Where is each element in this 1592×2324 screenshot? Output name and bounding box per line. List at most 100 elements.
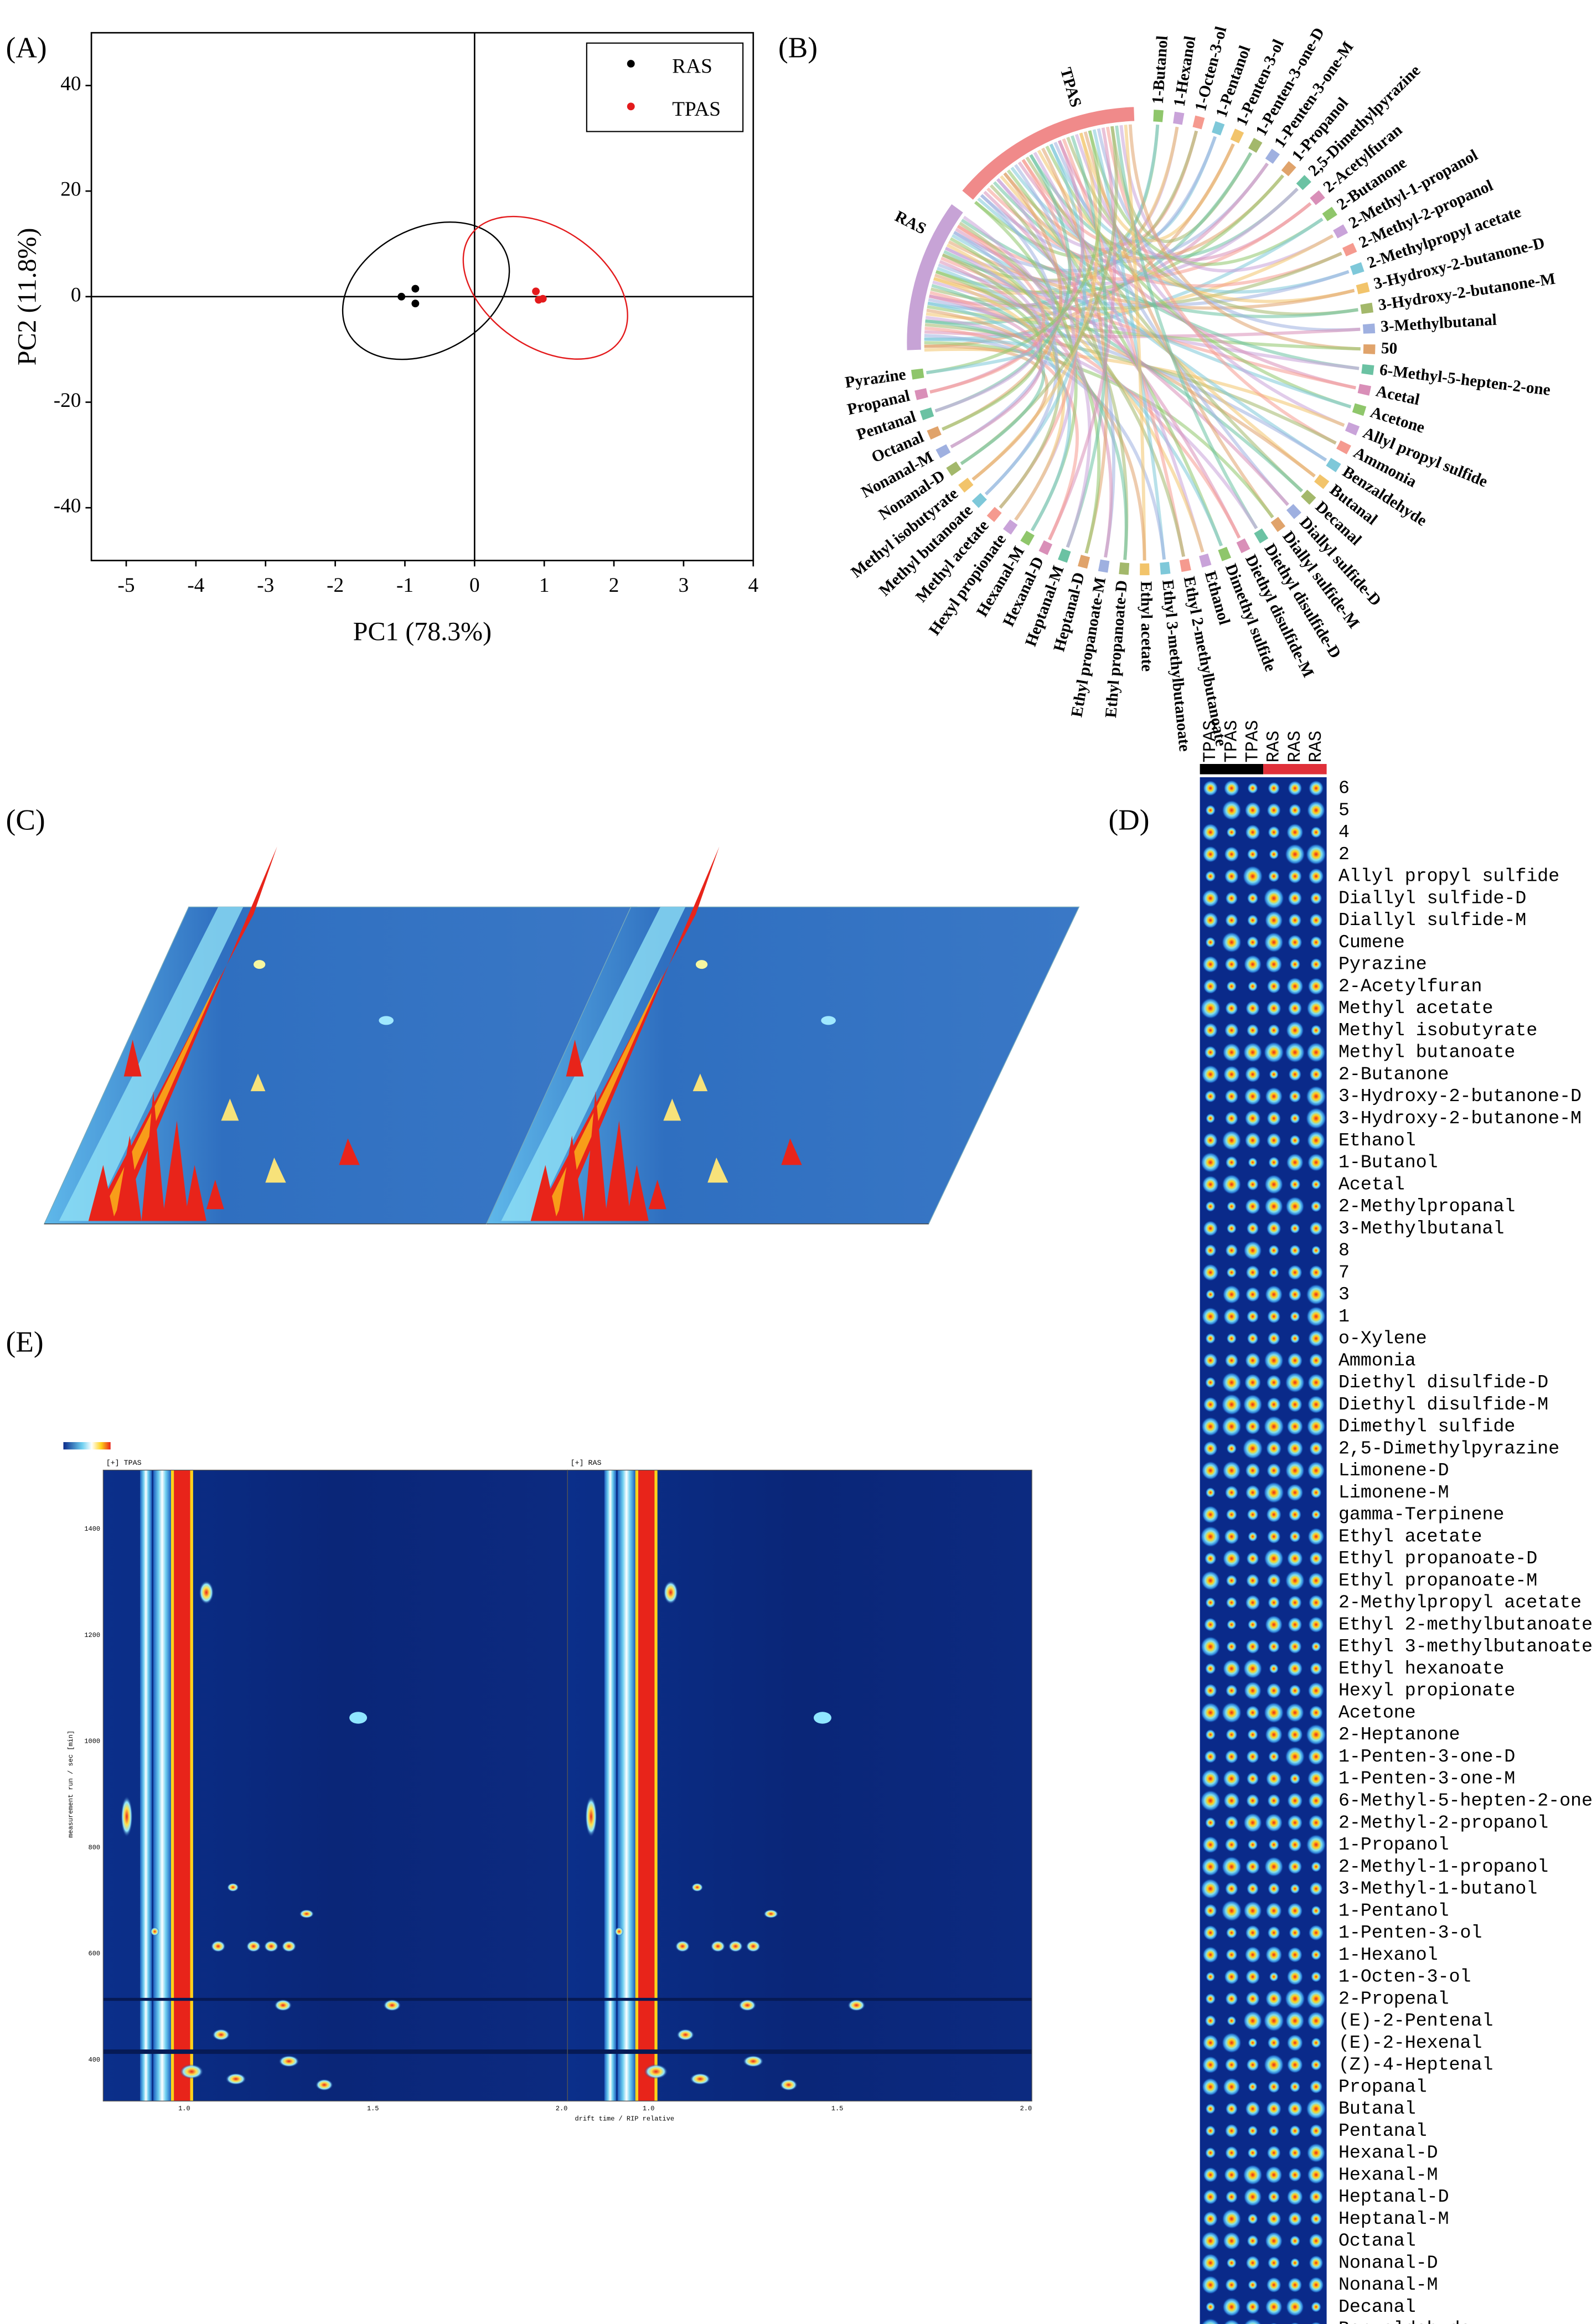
heatmap-cell <box>1286 1792 1303 1809</box>
heatmap-cell <box>1265 2166 1283 2184</box>
heatmap-cell <box>1308 1594 1324 1611</box>
heatmap-cell <box>1263 887 1285 910</box>
heatmap-cell <box>1223 1065 1240 1083</box>
heatmap-cell <box>1289 2125 1301 2137</box>
heatmap-cell <box>1204 1090 1217 1103</box>
heatmap-cell <box>1307 1682 1325 1700</box>
chord <box>1048 127 1117 541</box>
heatmap-cell <box>1226 1223 1237 1234</box>
column-label: RAS <box>1306 731 1326 763</box>
heatmap-cell <box>1290 1333 1300 1344</box>
label-arc <box>935 444 951 458</box>
chord <box>1092 129 1166 560</box>
x-tick-label: 0 <box>469 574 480 597</box>
heatmap-cell <box>1246 1024 1259 1037</box>
heatmap-cell <box>1222 2077 1240 2096</box>
heatmap-cell <box>1288 1089 1301 1103</box>
heatmap-cell <box>1245 1859 1260 1874</box>
heatmap-cell <box>1311 1641 1321 1652</box>
row-label: 2-Methyl-2-propanol <box>1338 1812 1548 1833</box>
chord <box>924 337 1036 375</box>
heatmap-cell <box>1264 1856 1284 1877</box>
heatmap-cell <box>1309 2255 1324 2271</box>
heatmap-cell <box>1309 1551 1324 1566</box>
heatmap-cell <box>1290 2322 1300 2324</box>
row-label: Pentanal <box>1338 2120 1427 2141</box>
heatmap-cell <box>1286 823 1304 841</box>
heatmap-cell <box>1310 936 1322 949</box>
heatmap-cell <box>1306 2098 1327 2120</box>
heatmap-cell <box>1203 1683 1217 1698</box>
heatmap-cell <box>1289 1684 1301 1697</box>
heatmap-cell <box>1309 2189 1324 2205</box>
y-tick-label: 1200 <box>84 1631 100 1639</box>
heatmap-cell <box>1247 2234 1259 2248</box>
label-arc <box>1119 562 1130 575</box>
label-arc <box>1360 302 1374 314</box>
row-label: Decanal <box>1338 2296 1416 2317</box>
y-tick-label: 0 <box>71 283 81 306</box>
heatmap-cell <box>1226 1728 1238 1741</box>
heatmap-cell <box>1306 801 1326 820</box>
chord <box>1105 126 1337 445</box>
row-label: Ethyl 2-methylbutanoate <box>1338 1614 1592 1635</box>
heatmap-cell <box>1200 1636 1221 1657</box>
label-arc <box>1179 558 1191 572</box>
heatmap-cell <box>1289 1244 1301 1257</box>
chord <box>1000 175 1316 478</box>
heatmap-cell <box>1247 1178 1259 1191</box>
column-label: TPAS <box>1221 720 1242 763</box>
chord <box>1053 142 1289 506</box>
row-label: 2-Butanone <box>1338 1063 1449 1084</box>
heatmap-cell <box>1245 824 1260 840</box>
row-label: Octanal <box>1338 2230 1416 2251</box>
heatmap-cell <box>1204 1046 1217 1059</box>
row-label: gamma-Terpinene <box>1338 1504 1504 1525</box>
heatmap-cell <box>1244 1198 1261 1215</box>
heatmap-cell <box>1290 1223 1300 1234</box>
chord <box>1017 161 1356 390</box>
heatmap-cell <box>1245 1991 1260 2007</box>
heatmap-cell <box>1310 1200 1322 1212</box>
heatmap-cell <box>1307 1330 1325 1347</box>
heatmap-cell <box>1286 2034 1304 2052</box>
row-label: 3-Methylbutanal <box>1338 1218 1504 1239</box>
heatmap-cell <box>1247 1508 1259 1521</box>
heatmap-cell <box>1310 2059 1322 2071</box>
point <box>539 295 547 303</box>
heatmap-cell <box>1267 1529 1281 1544</box>
heatmap-cell <box>1288 803 1301 817</box>
heatmap-cell <box>1309 2124 1323 2138</box>
row-label: Diethyl disulfide-D <box>1338 1372 1548 1393</box>
row-label: Diallyl sulfide-D <box>1338 887 1526 908</box>
row-label: 2 <box>1338 844 1350 865</box>
heatmap-cell <box>1245 1462 1260 1479</box>
heatmap-cell <box>1244 1109 1261 1127</box>
heatmap-cell <box>1288 1595 1302 1610</box>
label-arc <box>1356 282 1370 295</box>
column-label: RAS <box>1285 731 1305 763</box>
heatmap-cell <box>1224 1001 1238 1015</box>
heatmap-cell <box>1287 1264 1302 1280</box>
label-arc <box>1357 384 1372 396</box>
spectrum-2d-tpas <box>102 1469 568 2101</box>
row-label: Ethyl propanoate-D <box>1338 1548 1537 1569</box>
heatmap-bg <box>1200 777 1327 2324</box>
label-arc <box>1326 457 1341 472</box>
heatmap-cell <box>1201 1769 1220 1789</box>
heatmap-cell <box>1266 1374 1282 1391</box>
heatmap-cell <box>1266 2211 1282 2227</box>
heatmap-cell <box>1269 849 1279 860</box>
row-label: Dimethyl sulfide <box>1338 1416 1515 1437</box>
heatmap-cell <box>1285 1702 1305 1723</box>
heatmap-cell <box>1286 1550 1304 1567</box>
heatmap-cell <box>1245 2299 1260 2315</box>
label-arc <box>1296 175 1311 190</box>
heatmap-cell <box>1247 848 1259 860</box>
heatmap-cell <box>1206 1971 1216 1982</box>
heatmap-cell <box>1288 913 1302 928</box>
heatmap-cell <box>1247 914 1259 927</box>
heatmap-cell <box>1246 1772 1259 1785</box>
heatmap-cell <box>1204 1750 1217 1764</box>
heatmap-cell <box>1226 2257 1237 2269</box>
